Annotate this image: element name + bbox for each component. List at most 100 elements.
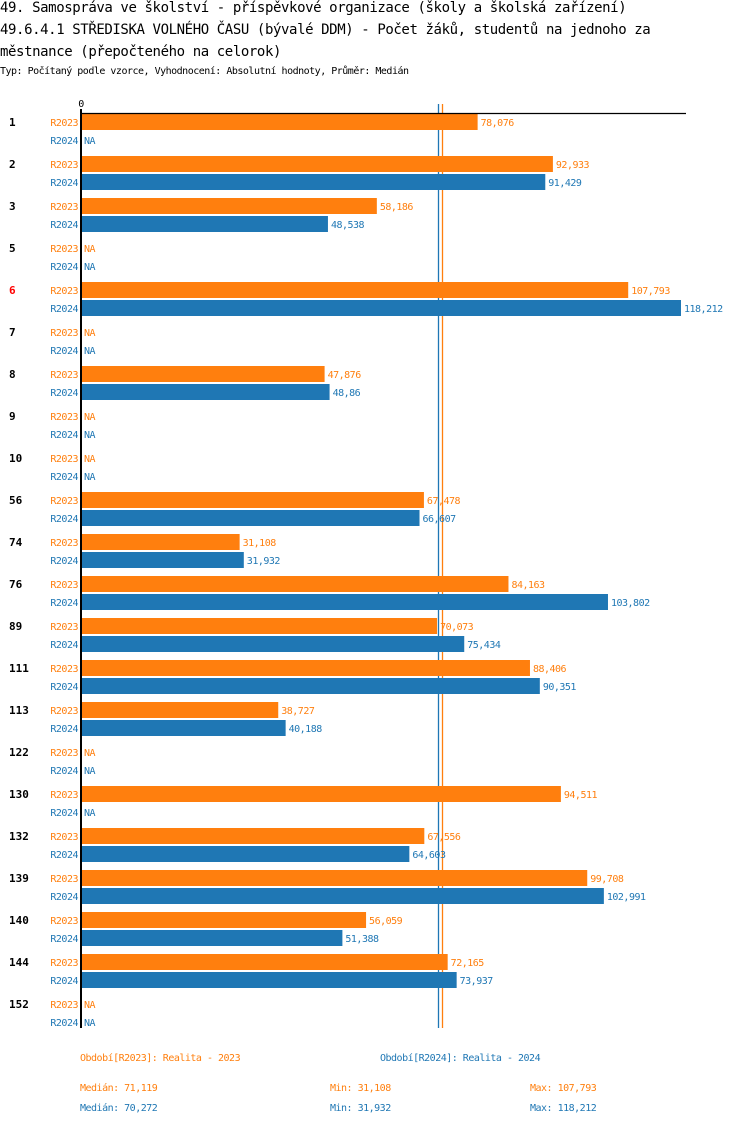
bar-r2023 xyxy=(82,534,240,550)
chart-title-line1: 49.6.4.1 STŘEDISKA VOLNÉHO ČASU (bývalé … xyxy=(0,22,651,38)
na-label: NA xyxy=(84,346,96,357)
x-tick-label: 0 xyxy=(78,99,84,110)
series-label: R2023 xyxy=(50,328,78,339)
value-label: 84,163 xyxy=(511,580,545,591)
value-label: 66,607 xyxy=(423,514,457,525)
series-label: R2023 xyxy=(50,118,78,129)
series-label: R2024 xyxy=(50,808,78,819)
na-label: NA xyxy=(84,262,96,273)
value-label: 107,793 xyxy=(631,286,670,297)
category-label: 140 xyxy=(9,914,29,927)
bar-r2023 xyxy=(82,786,561,802)
na-label: NA xyxy=(84,136,96,147)
bar-r2023 xyxy=(82,828,425,844)
category-label: 132 xyxy=(9,830,29,843)
na-label: NA xyxy=(84,1000,96,1011)
value-label: 48,86 xyxy=(333,388,361,399)
na-label: NA xyxy=(84,1018,96,1029)
bar-r2024 xyxy=(82,636,465,652)
value-label: 94,511 xyxy=(564,790,598,801)
na-label: NA xyxy=(84,472,96,483)
series-label: R2023 xyxy=(50,370,78,381)
value-label: 67,556 xyxy=(427,832,461,843)
series-label: R2024 xyxy=(50,892,78,903)
value-label: 91,429 xyxy=(548,178,582,189)
na-label: NA xyxy=(84,412,96,423)
series-label: R2023 xyxy=(50,202,78,213)
category-label: 5 xyxy=(9,242,16,255)
legend-r2024: Období[R2024]: Realita - 2024 xyxy=(380,1053,541,1064)
category-label: 152 xyxy=(9,998,29,1011)
category-label: 56 xyxy=(9,494,23,507)
na-label: NA xyxy=(84,808,96,819)
bars xyxy=(82,114,681,988)
na-label: NA xyxy=(84,244,96,255)
series-label: R2024 xyxy=(50,304,78,315)
category-label: 6 xyxy=(9,284,16,297)
bar-r2023 xyxy=(82,702,279,718)
bar-r2023 xyxy=(82,366,325,382)
value-label: 40,188 xyxy=(289,724,323,735)
category-label: 10 xyxy=(9,452,22,465)
bar-r2024 xyxy=(82,888,604,904)
value-label: 90,351 xyxy=(543,682,577,693)
series-label: R2023 xyxy=(50,874,78,885)
series-label: R2024 xyxy=(50,262,78,273)
bar-r2023 xyxy=(82,870,588,886)
series-label: R2024 xyxy=(50,556,78,567)
series-label: R2023 xyxy=(50,538,78,549)
category-label: 2 xyxy=(9,158,16,171)
value-label: 99,708 xyxy=(590,874,624,885)
series-label: R2024 xyxy=(50,220,78,231)
category-label: 113 xyxy=(9,704,29,717)
stat-r2023-min: Min: 31,108 xyxy=(330,1083,391,1094)
category-label: 76 xyxy=(9,578,23,591)
category-label: 130 xyxy=(9,788,29,801)
stat-r2023-median: Medián: 71,119 xyxy=(80,1083,158,1094)
value-label: 70,073 xyxy=(440,622,474,633)
series-label: R2023 xyxy=(50,622,78,633)
na-label: NA xyxy=(84,430,96,441)
bar-r2023 xyxy=(82,114,478,130)
series-label: R2024 xyxy=(50,388,78,399)
bar-r2023 xyxy=(82,618,438,634)
na-label: NA xyxy=(84,748,96,759)
stat-r2023-max: Max: 107,793 xyxy=(530,1083,597,1094)
value-label: 51,388 xyxy=(345,934,379,945)
series-label: R2024 xyxy=(50,472,78,483)
category-label: 9 xyxy=(9,410,16,423)
category-label: 7 xyxy=(9,326,16,339)
value-label: 78,076 xyxy=(481,118,515,129)
value-label: 72,165 xyxy=(451,958,485,969)
value-label: 31,108 xyxy=(243,538,277,549)
series-label: R2024 xyxy=(50,136,78,147)
series-label: R2023 xyxy=(50,244,78,255)
bar-r2023 xyxy=(82,660,530,676)
series-label: R2023 xyxy=(50,160,78,171)
chart-section-title: 49. Samospráva ve školství - příspěvkové… xyxy=(0,0,627,16)
category-label: 144 xyxy=(9,956,29,969)
bar-r2023 xyxy=(82,282,629,298)
value-label: 58,186 xyxy=(380,202,414,213)
category-label: 139 xyxy=(9,872,29,885)
na-label: NA xyxy=(84,766,96,777)
series-label: R2024 xyxy=(50,682,78,693)
series-label: R2024 xyxy=(50,178,78,189)
category-label: 8 xyxy=(9,368,16,381)
bar-r2024 xyxy=(82,216,328,232)
category-label: 89 xyxy=(9,620,22,633)
category-label: 3 xyxy=(9,200,16,213)
series-label: R2024 xyxy=(50,766,78,777)
chart-subtitle: Typ: Počítaný podle vzorce, Vyhodnocení:… xyxy=(0,66,409,77)
bar-r2024 xyxy=(82,930,343,946)
series-label: R2023 xyxy=(50,664,78,675)
series-label: R2024 xyxy=(50,514,78,525)
series-label: R2023 xyxy=(50,496,78,507)
value-label: 31,932 xyxy=(247,556,281,567)
bar-r2024 xyxy=(82,384,330,400)
value-label: 56,059 xyxy=(369,916,403,927)
stat-r2024-median: Medián: 70,272 xyxy=(80,1103,158,1114)
category-label: 1 xyxy=(9,116,16,129)
bar-r2024 xyxy=(82,300,681,316)
series-label: R2023 xyxy=(50,286,78,297)
